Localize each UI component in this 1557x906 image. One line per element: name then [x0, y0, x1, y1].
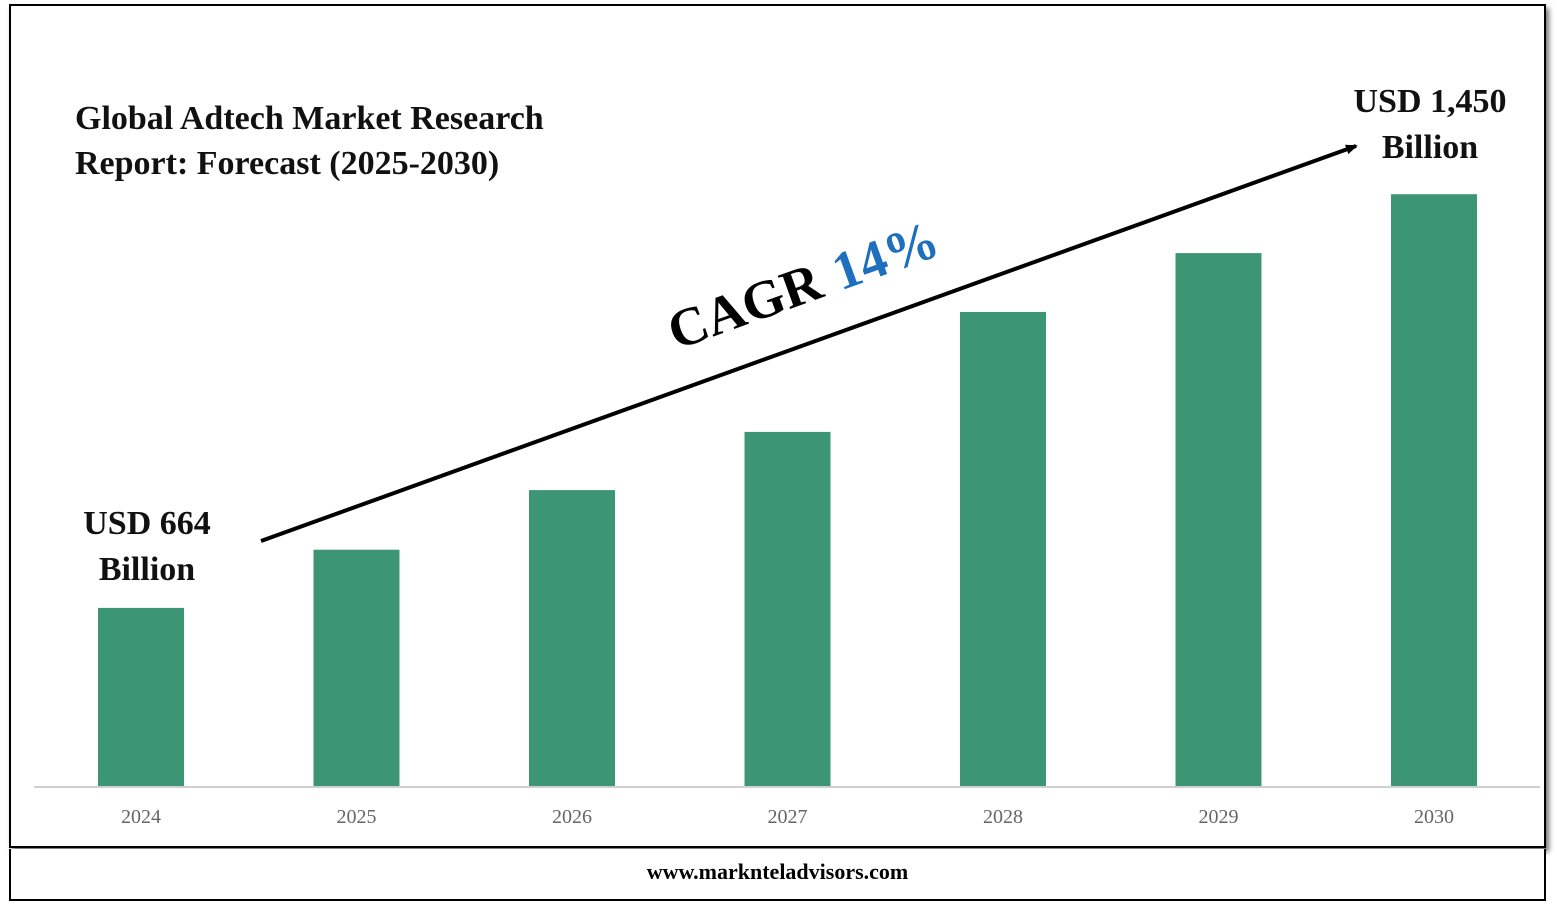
x-tick-label-2025: 2025 — [337, 806, 377, 828]
cagr-label: CAGR 14% — [660, 209, 947, 361]
start-value-label-line-2: Billion — [99, 551, 195, 588]
growth-arrow — [260, 144, 1358, 543]
bars-group — [98, 194, 1477, 787]
bar-2029 — [1175, 253, 1262, 786]
bar-2028 — [960, 312, 1046, 786]
x-tick-label-2024: 2024 — [121, 806, 161, 828]
footer-website[interactable]: www.marknteladvisors.com — [646, 859, 909, 884]
bar-2026 — [529, 490, 615, 786]
bar-2024 — [98, 607, 184, 786]
x-tick-label-2026: 2026 — [552, 806, 592, 828]
start-value-label-line-1: USD 664 — [83, 505, 211, 542]
end-value-label-line-2: Billion — [1382, 129, 1478, 166]
cagr-value: 14% — [824, 209, 946, 302]
chart-title-line-2: Report: Forecast (2025-2030) — [75, 145, 499, 182]
x-tick-label-2029: 2029 — [1199, 806, 1239, 828]
svg-text:CAGR 14%: CAGR 14% — [660, 209, 947, 361]
footer: www.marknteladvisors.com — [9, 849, 1546, 901]
bar-2030 — [1391, 194, 1477, 787]
x-tick-label-2030: 2030 — [1414, 806, 1454, 828]
chart-title-line-1: Global Adtech Market Research — [75, 100, 544, 137]
bar-2027 — [744, 431, 831, 786]
x-tick-labels: 2024 2025 2026 2027 2028 2029 2030 — [121, 806, 1454, 828]
x-tick-label-2028: 2028 — [983, 806, 1023, 828]
bar-2025 — [313, 549, 400, 786]
end-value-label-line-1: USD 1,450 — [1353, 83, 1506, 120]
x-tick-label-2027: 2027 — [768, 806, 808, 828]
